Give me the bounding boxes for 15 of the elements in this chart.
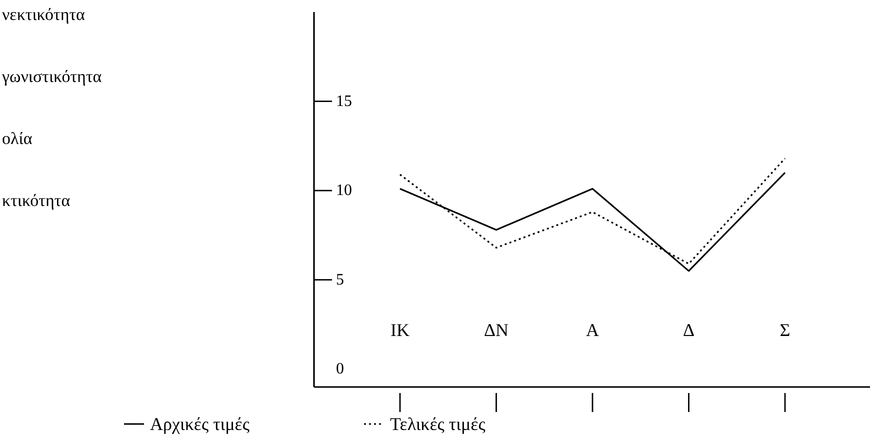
legend-label: Τελικές τιμές — [390, 414, 486, 434]
y-tick-label: 15 — [336, 92, 352, 110]
x-tick-label: Δ — [682, 320, 695, 340]
x-tick-label: Σ — [780, 320, 790, 340]
x-tick-label: ΔΝ — [484, 320, 509, 340]
legend-label: Αρχικές τιμές — [150, 414, 250, 434]
x-tick-label: Α — [586, 320, 599, 340]
y-tick-label: 10 — [336, 182, 352, 200]
text: κτικότητα — [2, 191, 70, 210]
y-tick-label: 0 — [336, 360, 344, 378]
x-tick-label: IK — [390, 320, 410, 340]
text: νεκτικότητα — [2, 5, 86, 24]
text: ολία — [2, 129, 32, 148]
y-tick-label: 5 — [336, 271, 344, 288]
text: γωνιστικότητα — [1, 67, 102, 86]
